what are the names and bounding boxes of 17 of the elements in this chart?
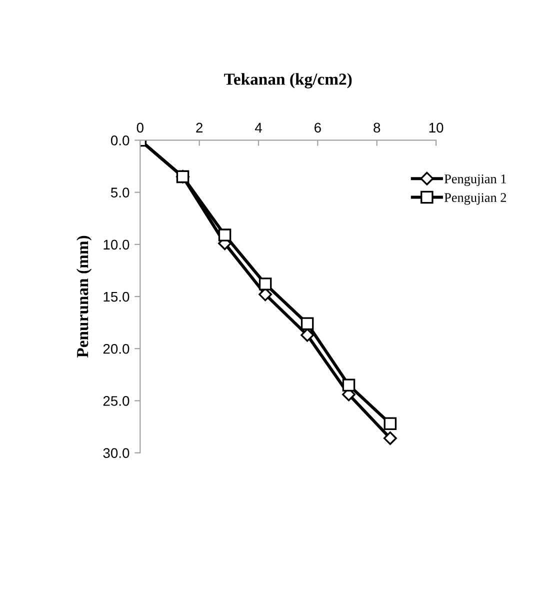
y-tick-label: 25.0 [103, 396, 130, 406]
x-tick-label: 8 [374, 122, 380, 133]
x-tick-label: 2 [196, 122, 202, 132]
y-tick-label: 30.0 [103, 448, 130, 458]
x-tick-label: 4 [254, 122, 262, 132]
x-tick-label: 0 [136, 122, 144, 133]
y-axis-title: Penurunan (mm) [76, 236, 92, 358]
legend-label: Pengujian 1 [444, 174, 506, 186]
x-tick-label: 6 [314, 122, 321, 133]
y-tick-label: 0.0 [110, 136, 130, 146]
y-tick-label: 10.0 [104, 240, 130, 250]
legend-label: Pengujian 2 [444, 193, 506, 205]
y-tick-label: 5.0 [110, 188, 130, 198]
x-tick-label: 10 [429, 122, 444, 133]
y-tick-label: 20.0 [103, 344, 130, 354]
y-tick-label: 15.0 [104, 292, 130, 302]
x-axis-title: Tekanan (kg/cm2) [224, 73, 352, 88]
